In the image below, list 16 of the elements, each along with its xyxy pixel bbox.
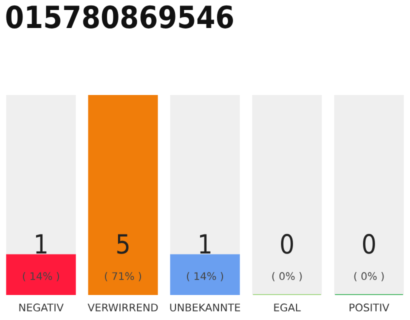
annotation: ( 14% ) [22,272,60,282]
x-tick-label: EGAL [274,304,301,312]
data-label: 1 [200,234,210,254]
x-tick-label: POSITIV [350,304,390,312]
data-label: 5 [117,234,128,254]
annotation: ( 0% ) [272,272,302,282]
x-tick-label: VERWIRREND [88,304,158,312]
chart-title: 015780869546 [6,5,233,28]
data-label: 1 [36,234,46,254]
data-label: 0 [363,234,375,254]
data-label: 0 [281,234,293,254]
annotation: ( 14% ) [186,272,224,282]
annotation: ( 71% ) [104,272,142,282]
x-tick-label: NEGATIV [19,304,64,312]
annotation: ( 0% ) [354,272,384,282]
x-tick-label: UNBEKANNTE [170,304,240,312]
